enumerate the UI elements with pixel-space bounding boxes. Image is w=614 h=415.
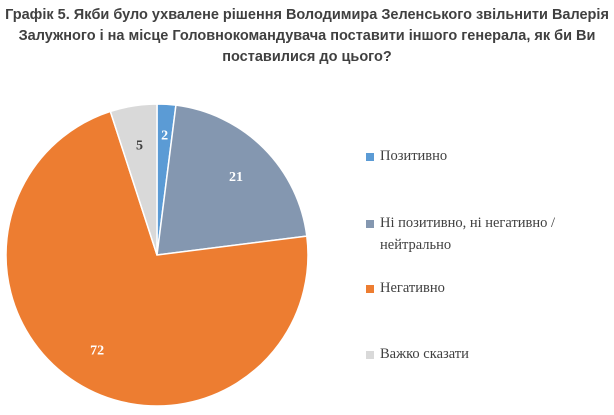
legend-label: нейтрально (380, 237, 452, 253)
pie-slice-hard-to-say (109, 103, 158, 256)
chart-title-line: Залужного і на місце Головнокомандувача … (18, 28, 596, 44)
pie-slice-neutral (156, 104, 308, 256)
chart-title-line: поставилися до цього? (222, 49, 392, 65)
legend-swatch (366, 351, 374, 359)
legend-swatch (366, 285, 374, 293)
legend-label: Ні позитивно, ні негативно / (380, 215, 556, 231)
legend-swatch (366, 220, 374, 228)
chart-title: Графік 5. Якби було ухвалене рішення Вол… (0, 5, 614, 68)
legend-label: Важко сказати (380, 346, 469, 362)
legend-swatch (366, 153, 374, 161)
legend-label: Позитивно (380, 148, 448, 164)
pie-slice-negative (5, 110, 309, 407)
chart-title-line: Графік 5. Якби було ухвалене рішення Вол… (5, 7, 609, 23)
data-label: 5 (136, 139, 143, 154)
data-label: 21 (229, 170, 243, 185)
legend-label: Негативно (380, 280, 445, 296)
data-label: 72 (90, 343, 104, 358)
data-label: 2 (161, 128, 168, 143)
